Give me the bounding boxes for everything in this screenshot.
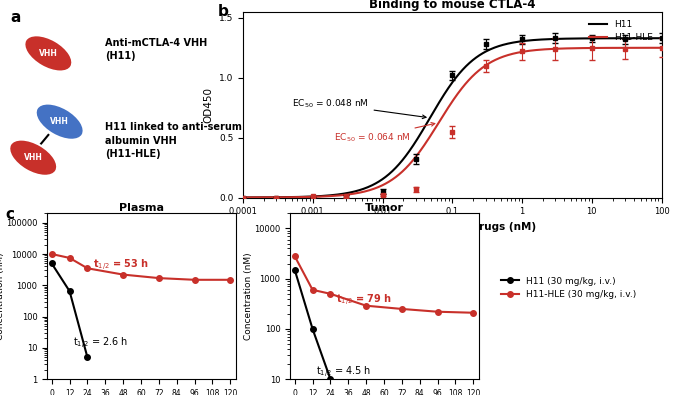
Y-axis label: Concentration (nM): Concentration (nM): [0, 252, 5, 340]
Text: t$_{1/2}$ = 53 h: t$_{1/2}$ = 53 h: [93, 258, 149, 273]
Title: Plasma: Plasma: [119, 203, 164, 213]
Text: t$_{1/2}$ = 2.6 h: t$_{1/2}$ = 2.6 h: [72, 336, 128, 352]
Text: VHH: VHH: [39, 49, 58, 58]
Y-axis label: Concentration (nM): Concentration (nM): [244, 252, 253, 340]
X-axis label: Concentration of drugs (nM): Concentration of drugs (nM): [369, 222, 536, 232]
Ellipse shape: [24, 35, 72, 71]
Text: Anti-mCTLA-4 VHH
(H11): Anti-mCTLA-4 VHH (H11): [105, 38, 207, 61]
Text: a: a: [11, 10, 21, 25]
Title: Tumor: Tumor: [365, 203, 404, 213]
Text: b: b: [218, 4, 229, 19]
Text: VHH: VHH: [50, 117, 69, 126]
Text: VHH: VHH: [24, 153, 43, 162]
Text: t$_{1/2}$ = 79 h: t$_{1/2}$ = 79 h: [336, 293, 392, 308]
Y-axis label: OD450: OD450: [203, 87, 213, 123]
Text: c: c: [5, 207, 15, 222]
Text: H11 linked to anti-serum
albumin VHH
(H11-HLE): H11 linked to anti-serum albumin VHH (H1…: [105, 122, 242, 159]
Legend: H11 (30 mg/kg, i.v.), H11-HLE (30 mg/kg, i.v.): H11 (30 mg/kg, i.v.), H11-HLE (30 mg/kg,…: [497, 273, 640, 303]
Ellipse shape: [9, 139, 57, 176]
Text: t$_{1/2}$ = 4.5 h: t$_{1/2}$ = 4.5 h: [315, 365, 371, 380]
Text: EC$_{50}$ = 0.048 nM: EC$_{50}$ = 0.048 nM: [292, 98, 426, 118]
Ellipse shape: [36, 103, 84, 140]
Text: EC$_{50}$ = 0.064 nM: EC$_{50}$ = 0.064 nM: [333, 122, 435, 144]
Title: Binding to mouse CTLA-4: Binding to mouse CTLA-4: [369, 0, 535, 11]
Legend: H11, H11-HLE: H11, H11-HLE: [586, 16, 657, 46]
